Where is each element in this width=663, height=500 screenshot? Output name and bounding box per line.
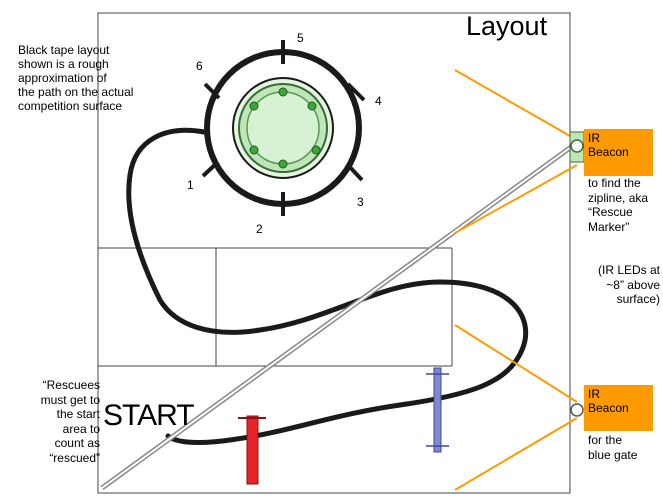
beacon-device-lens: [570, 139, 584, 153]
ir-beacon-label-bottom: IR Beacon: [584, 385, 653, 431]
red-gate: [246, 415, 259, 485]
ir-beacon-description-top: to find the zipline, aka “Rescue Marker”: [588, 176, 649, 234]
board-outline: [97, 12, 571, 494]
path-note: Black tape layout shown is a rough appro…: [18, 43, 134, 113]
ir-beacon-device-top: [569, 131, 585, 163]
zipline-inner: [101, 141, 579, 489]
ring-tick-6: [203, 82, 221, 100]
ir-beacon-label-top: IR Beacon: [584, 129, 653, 176]
pointer-bottom-b: [454, 417, 578, 491]
ir-beacon-description-bottom: for the blue gate: [588, 433, 638, 462]
start-label: START: [103, 399, 195, 432]
layout-title: Layout: [466, 11, 548, 41]
pointer-top-a: [454, 69, 578, 141]
evac-post: [311, 145, 321, 155]
pointer-top-b: [454, 164, 578, 234]
evac-inner: [246, 91, 320, 165]
ring-tick-4: [346, 82, 366, 102]
evac-post: [307, 101, 317, 111]
ring-number-5: 5: [297, 31, 304, 45]
ring-number-1: 1: [187, 178, 194, 192]
evac-post: [278, 159, 288, 169]
pointer-bottom-a: [454, 324, 578, 403]
ring-number-2: 2: [256, 222, 263, 236]
ring-tick-1: [201, 160, 220, 178]
evac-post: [249, 145, 259, 155]
blue-gate: [433, 367, 442, 453]
evac-posts: [249, 87, 321, 169]
ir-led-height-note: (IR LEDs at ~8” above surface): [597, 263, 660, 306]
ir-beacon-device-bottom: [570, 403, 584, 417]
evac-post: [278, 87, 288, 97]
black-tape-path: [126, 127, 529, 446]
orange-pointers: [454, 69, 578, 491]
ring-ticks: [201, 40, 366, 216]
ring-number-4: 4: [375, 94, 382, 108]
ring-number-6: 6: [196, 59, 203, 73]
ring-number-3: 3: [357, 195, 364, 209]
ring-tick-3: [345, 162, 364, 182]
evac-post: [249, 101, 259, 111]
rescue-note: “Rescuees must get to the start area to …: [40, 378, 100, 465]
